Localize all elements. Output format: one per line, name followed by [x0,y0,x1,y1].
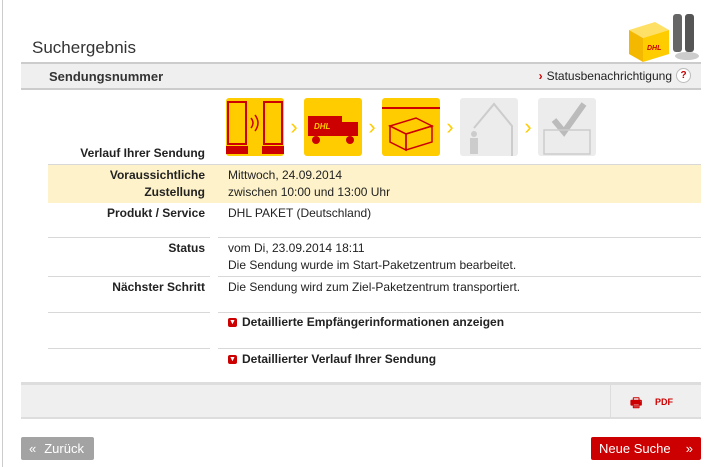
chevron-down-icon: ▼ [228,354,237,364]
recipient-details-label: Detaillierte Empfängerinformationen anze… [242,315,505,329]
page-title: Suchergebnis [32,38,136,57]
actions-bar: 🖶 PDF [21,382,701,419]
shipment-header-bar: Sendungsnummer › Statusbenachrichtigung? [21,62,701,90]
parcel-center-step-icon [382,98,440,156]
status-notification-link[interactable]: Statusbenachrichtigung [546,68,672,83]
recipient-details-toggle[interactable]: ▼ Detaillierte Empfängerinformationen anz… [228,315,504,329]
chevron-right-icon: › [446,114,454,139]
dhl-parcel-binoculars-logo: DHL [629,14,699,62]
electronic-notice-step-icon [226,98,284,156]
double-chevron-right-icon: » [685,441,693,456]
chevron-right-icon: › [368,114,376,139]
pdf-icon[interactable]: PDF [655,397,673,407]
history-label: Verlauf Ihrer Sendung [80,146,205,160]
history-details-toggle[interactable]: ▼ Detaillierter Verlauf Ihrer Sendung [228,352,436,366]
chevron-right-icon: › [538,68,543,83]
product-value: DHL PAKET (Deutschland) [228,206,372,220]
status-date: vom Di, 23.09.2014 18:11 [228,241,365,255]
next-step-label: Nächster Schritt [112,280,205,294]
history-details-label: Detaillierter Verlauf Ihrer Sendung [242,352,437,366]
delivery-row-highlight [48,165,701,203]
next-step-value: Die Sendung wird zum Ziel-Paketzentrum t… [228,280,521,294]
delivery-date: Mittwoch, 24.09.2014 [228,168,343,182]
new-search-label: Neue Suche [599,441,671,456]
divider [48,164,701,165]
back-button[interactable]: « Zurück [21,437,94,460]
back-label: Zurück [44,441,84,456]
svg-text:DHL: DHL [314,122,331,131]
status-label: Status [168,241,205,255]
status-text: Die Sendung wurde im Start-Paketzentrum … [228,258,517,272]
print-icon[interactable]: 🖶 [630,395,643,410]
page-border [2,0,3,467]
double-chevron-left-icon: « [29,441,37,456]
shipment-number-label: Sendungsnummer [49,69,164,84]
svg-text:DHL: DHL [647,45,661,52]
help-icon[interactable]: ? [676,68,691,83]
chevron-down-icon: ▼ [228,317,237,327]
product-label: Produkt / Service [106,206,205,220]
delivery-label-2: Zustellung [144,185,205,199]
delivery-step-icon [460,98,518,156]
delivery-window: zwischen 10:00 und 13:00 Uhr [228,185,391,199]
truck-step-icon: DHL [304,98,362,156]
shipment-progress: › DHL › › › [226,98,596,156]
delivered-step-icon [538,98,596,156]
delivery-label-1: Voraussichtliche [109,168,205,182]
new-search-button[interactable]: Neue Suche » [591,437,701,460]
chevron-right-icon: › [524,114,532,139]
chevron-right-icon: › [290,114,298,139]
